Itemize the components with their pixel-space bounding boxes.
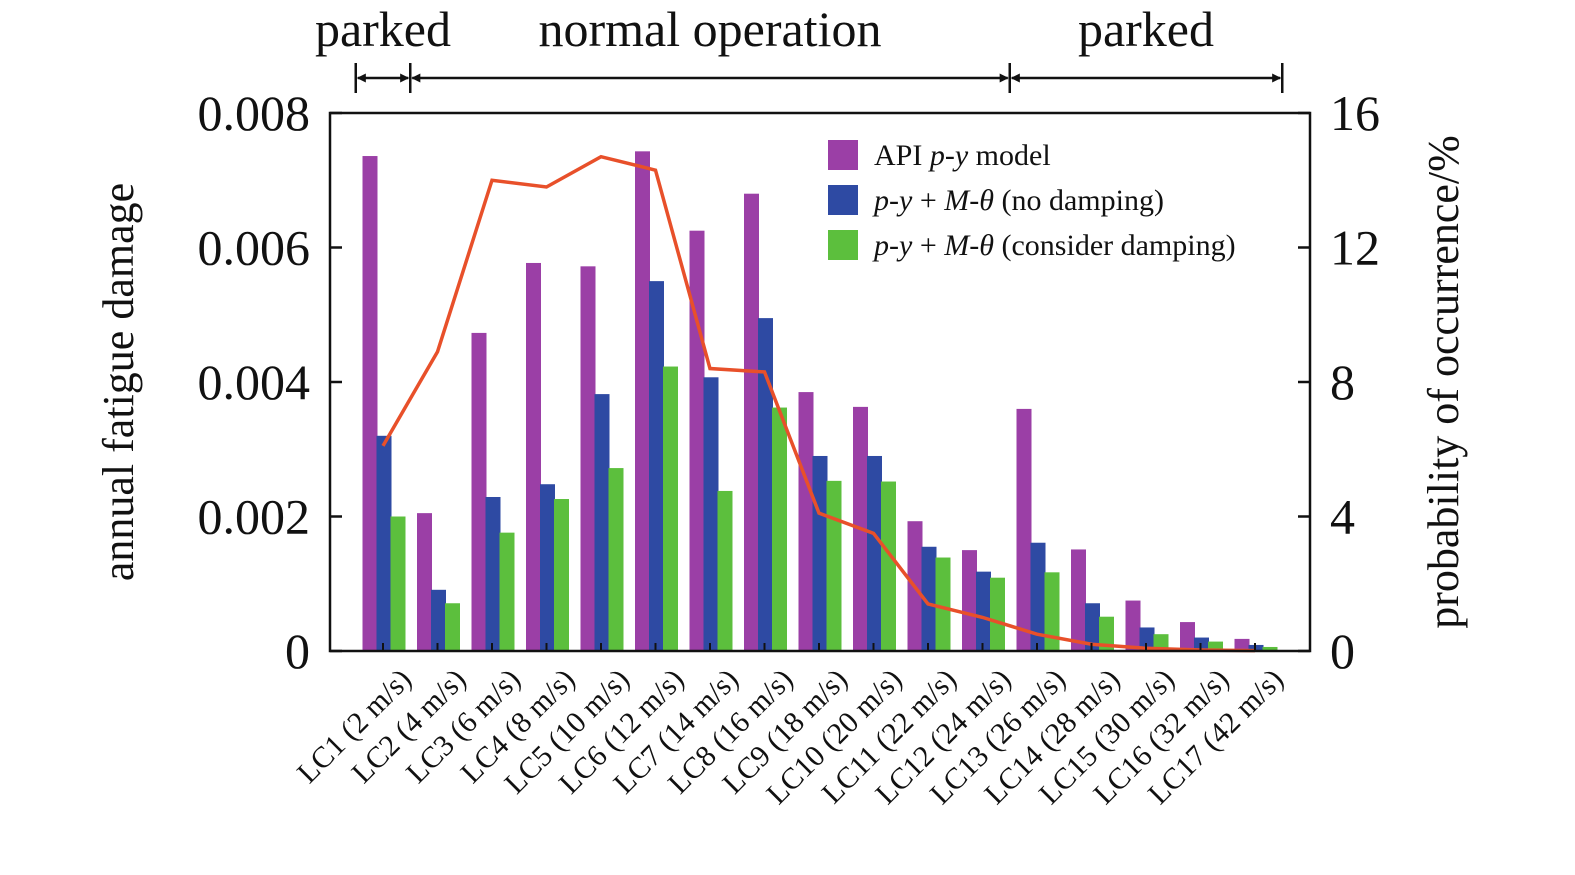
- bar-s3-8: [772, 407, 787, 651]
- region-label: parked: [1078, 1, 1214, 57]
- bar-s2-12: [976, 571, 991, 651]
- legend-label: p-y + M-θ (consider damping): [872, 229, 1236, 262]
- legend-swatch: [828, 230, 858, 260]
- right-tick-label: 12: [1330, 220, 1380, 276]
- right-tick-label: 0: [1330, 623, 1355, 679]
- left-y-axis: 0 0.002 0.004 0.006 0.008: [198, 85, 342, 679]
- bar-s3-3: [499, 532, 515, 651]
- bar-s3-13: [1044, 572, 1060, 651]
- plot-area: [328, 111, 1312, 653]
- bar-s3-5: [608, 468, 624, 651]
- bars: [362, 151, 1278, 652]
- bar-s3-16: [1208, 641, 1223, 651]
- probability-line: [381, 154, 1256, 653]
- bar-s2-13: [1030, 542, 1046, 651]
- bar-s2-14: [1085, 603, 1100, 651]
- bar-s2-15: [1139, 627, 1155, 651]
- bar-s1-16: [1180, 622, 1195, 651]
- bar-s3-10: [881, 481, 896, 651]
- bar-s3-1: [390, 516, 406, 651]
- legend-label: p-y + M-θ (no damping): [872, 184, 1164, 217]
- bar-s1-17: [1234, 638, 1250, 651]
- region-label: normal operation: [539, 1, 882, 57]
- bar-s2-2: [431, 589, 446, 651]
- bar-s2-3: [485, 496, 501, 651]
- right-tick-label: 4: [1330, 489, 1355, 545]
- left-tick-label: 0.008: [198, 85, 311, 141]
- bar-s1-12: [962, 550, 977, 651]
- left-tick-label: 0.004: [198, 354, 311, 410]
- legend: API p-y model p-y + M-θ (no damping) p-y +…: [828, 139, 1236, 262]
- bar-s3-4: [554, 499, 569, 651]
- right-tick-label: 8: [1330, 354, 1355, 410]
- bar-s1-15: [1125, 600, 1141, 651]
- bar-s1-1: [362, 156, 378, 652]
- legend-swatch: [828, 140, 858, 170]
- bar-s1-14: [1071, 549, 1086, 651]
- left-tick-label: 0: [285, 623, 310, 679]
- legend-label: API p-y model: [874, 139, 1051, 172]
- bar-s1-3: [471, 332, 487, 651]
- bar-s2-4: [540, 484, 555, 651]
- bar-s2-9: [812, 455, 828, 651]
- bar-s1-13: [1016, 408, 1032, 651]
- bar-s3-17: [1262, 646, 1278, 651]
- bar-s3-12: [990, 577, 1005, 651]
- bar-s3-14: [1099, 616, 1114, 651]
- legend-swatch: [828, 185, 858, 215]
- left-tick-label: 0.006: [198, 220, 311, 276]
- bar-s1-7: [689, 230, 705, 651]
- operation-regions: parked normal operation parked: [315, 1, 1284, 93]
- bar-s2-7: [703, 377, 719, 651]
- region-label: parked: [315, 1, 451, 57]
- bar-s1-2: [417, 513, 432, 651]
- bar-s1-6: [635, 151, 650, 651]
- right-axis-title: probability of occurrence/%: [1419, 135, 1468, 629]
- bar-s1-4: [526, 262, 541, 651]
- bar-s3-9: [826, 480, 842, 651]
- bar-s3-11: [935, 557, 951, 651]
- x-axis: LC1 (2 m/s)LC2 (4 m/s)LC3 (6 m/s)LC4 (8 …: [291, 643, 1290, 811]
- bar-s1-8: [744, 193, 759, 651]
- bar-s2-10: [867, 455, 882, 651]
- left-tick-label: 0.002: [198, 489, 311, 545]
- bar-s1-5: [580, 266, 596, 651]
- bar-s2-11: [921, 546, 937, 651]
- bar-s2-8: [758, 318, 773, 651]
- bar-s2-5: [594, 394, 610, 651]
- right-y-axis: 0 4 8 12 16: [1298, 85, 1380, 679]
- left-axis-title: annual fatigue damage: [94, 183, 143, 581]
- bar-s3-7: [717, 490, 733, 651]
- bar-s3-15: [1153, 634, 1169, 651]
- bar-s3-2: [445, 603, 460, 651]
- bar-s1-9: [798, 392, 814, 651]
- bar-s2-1: [376, 435, 392, 651]
- bar-s3-6: [663, 366, 678, 651]
- bar-s2-6: [649, 281, 664, 651]
- right-tick-label: 16: [1330, 85, 1380, 141]
